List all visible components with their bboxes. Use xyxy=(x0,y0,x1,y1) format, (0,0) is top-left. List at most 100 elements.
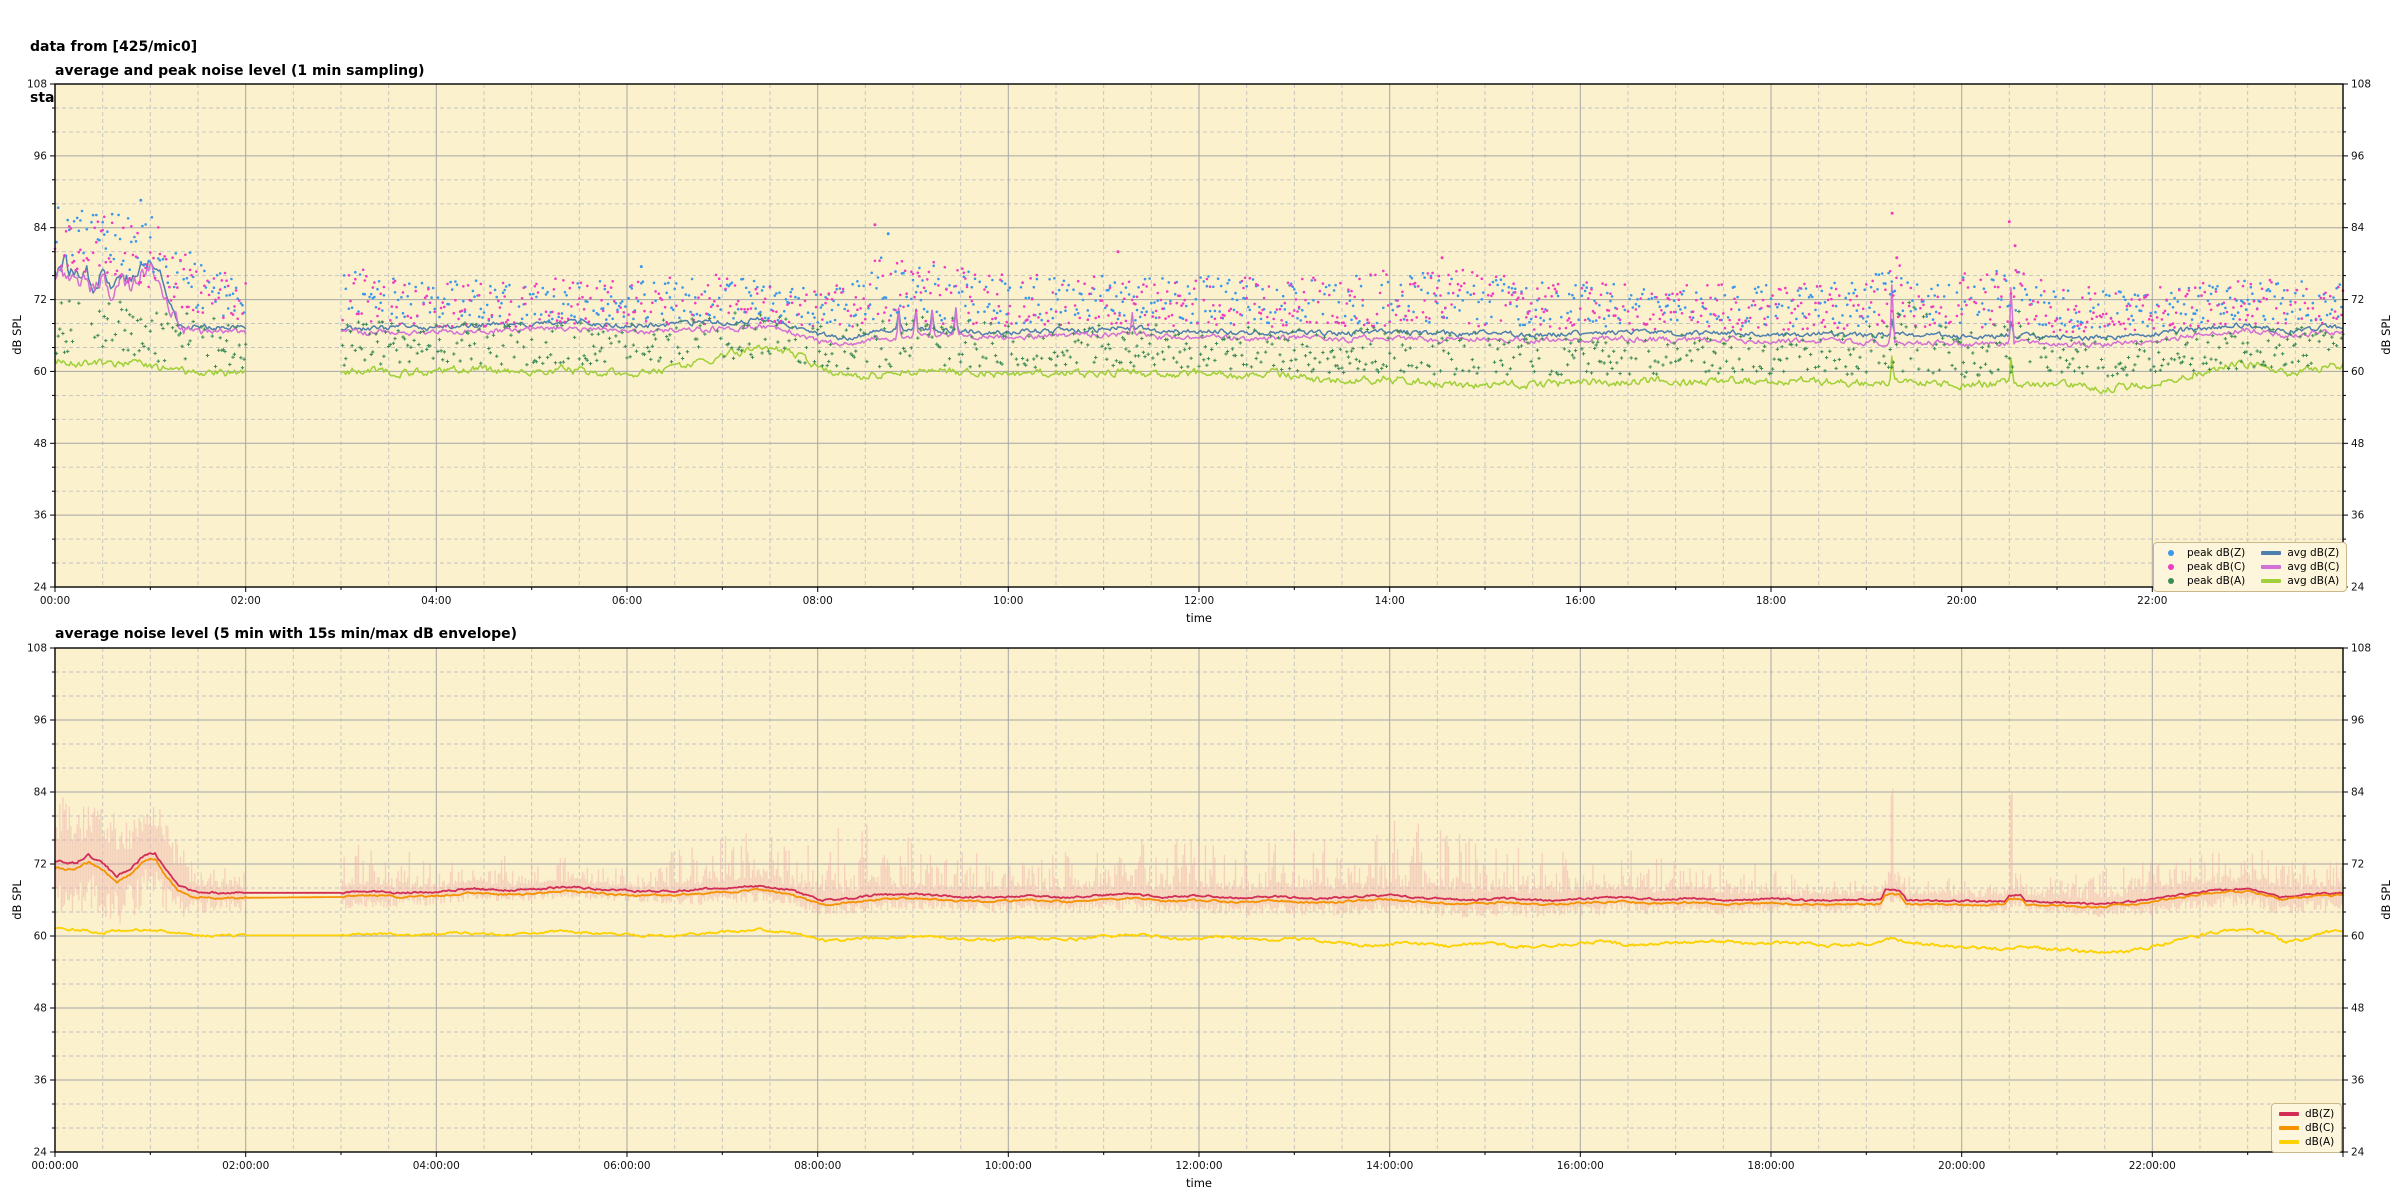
line-avg-db-c- xyxy=(54,262,2344,349)
x-tick-label: 20:00 xyxy=(1947,595,1977,607)
legend-entry-peak-dbz: peak dB(Z) xyxy=(2161,547,2245,559)
legend-entry-peak-dbc: peak dB(C) xyxy=(2161,561,2245,573)
y-tick-label-right: 72 xyxy=(2351,859,2364,871)
points-peak-db-z- xyxy=(55,206,2343,330)
y-tick-label-right: 60 xyxy=(2351,366,2364,378)
tick-labels: 00:00 02:00 04:00 06:00 08:00 10:00 12:00 14:00… xyxy=(27,79,2371,608)
x-tick-label: 02:00 xyxy=(231,595,261,607)
chart1-xlabel: time xyxy=(1186,611,1212,625)
x-tick-label: 18:00:00 xyxy=(1747,1160,1794,1172)
chart-2-plot: 00:00:00 02:00:00 04:00:00 06:00:00 08:00:00… xyxy=(27,643,2371,1173)
chart2-ylabel-left: dB SPL xyxy=(10,880,24,920)
legend-label: avg dB(Z) xyxy=(2287,547,2340,559)
x-tick-label: 16:00 xyxy=(1565,595,1595,607)
y-tick-label-left: 36 xyxy=(34,1075,48,1087)
line-db-c- xyxy=(54,857,2344,909)
x-tick-label: 08:00:00 xyxy=(794,1160,841,1172)
legend-label: peak dB(Z) xyxy=(2187,547,2246,559)
chart1-title: average and peak noise level (1 min samp… xyxy=(55,63,425,79)
legend-label: avg dB(A) xyxy=(2287,575,2340,587)
legend-label: peak dB(C) xyxy=(2187,561,2246,573)
legend-label: avg dB(C) xyxy=(2287,561,2340,573)
peak-dba-marker-icon xyxy=(2168,578,2174,584)
outlier-point xyxy=(1440,256,1444,260)
x-tick-label: 22:00:00 xyxy=(2129,1160,2176,1172)
outlier-point xyxy=(2017,309,2021,314)
y-tick-label-right: 24 xyxy=(2351,582,2365,594)
x-tick-label: 00:00:00 xyxy=(31,1160,78,1172)
legend-entry-dbz: dB(Z) xyxy=(2279,1108,2334,1120)
y-tick-label-right: 24 xyxy=(2351,1147,2365,1159)
avg-dba-line-icon xyxy=(2261,579,2282,583)
y-tick-label-left: 96 xyxy=(34,150,48,162)
y-tick-label-right: 96 xyxy=(2351,715,2365,727)
y-tick-label-right: 48 xyxy=(2351,438,2364,450)
chart1-ylabel-left: dB SPL xyxy=(10,315,24,355)
legend-bottom-chart: dB(Z) dB(C) dB(A) xyxy=(2271,1103,2343,1153)
y-tick-label-left: 72 xyxy=(34,859,47,871)
dba-line-icon xyxy=(2279,1140,2299,1144)
y-tick-label-left: 96 xyxy=(34,715,48,727)
points-peak-db-a- xyxy=(54,299,2345,379)
legend-entry-dbc: dB(C) xyxy=(2279,1122,2334,1134)
outlier-point xyxy=(2007,220,2011,224)
y-tick-label-right: 108 xyxy=(2351,79,2371,91)
y-tick-label-left: 48 xyxy=(34,1003,47,1015)
outlier-point xyxy=(1116,250,1120,254)
legend-label: dB(C) xyxy=(2305,1122,2335,1134)
x-tick-label: 14:00 xyxy=(1375,595,1405,607)
outlier-point xyxy=(886,232,890,236)
y-tick-label-right: 48 xyxy=(2351,1003,2364,1015)
y-tick-label-left: 108 xyxy=(27,79,47,91)
x-tick-label: 02:00:00 xyxy=(222,1160,269,1172)
y-tick-label-left: 60 xyxy=(34,366,47,378)
avg-dbz-line-icon xyxy=(2261,551,2282,555)
x-tick-label: 14:00:00 xyxy=(1366,1160,1413,1172)
legend-label: dB(Z) xyxy=(2305,1108,2335,1120)
peak-dbc-marker-icon xyxy=(2168,564,2174,570)
avg-dbc-line-icon xyxy=(2261,565,2282,569)
x-tick-label: 10:00:00 xyxy=(985,1160,1032,1172)
peak-dbz-marker-icon xyxy=(2168,550,2174,556)
y-tick-label-left: 24 xyxy=(34,1147,48,1159)
line-avg-db-a- xyxy=(54,344,2344,395)
y-tick-label-left: 24 xyxy=(34,582,48,594)
chart2-ylabel-right: dB SPL xyxy=(2379,880,2393,920)
y-tick-label-left: 36 xyxy=(34,510,48,522)
x-tick-label: 04:00 xyxy=(421,595,451,607)
y-tick-label-left: 84 xyxy=(34,222,48,234)
header-line1: data from [425/mic0] xyxy=(30,39,198,55)
chart2-xlabel: time xyxy=(1186,1176,1212,1190)
chart1-ylabel-right: dB SPL xyxy=(2379,315,2393,355)
line-db-z- xyxy=(54,852,2344,906)
x-tick-label: 06:00 xyxy=(612,595,642,607)
y-tick-label-right: 36 xyxy=(2351,1075,2365,1087)
y-tick-label-left: 48 xyxy=(34,438,47,450)
outlier-point xyxy=(1907,300,1911,305)
x-tick-label: 04:00:00 xyxy=(413,1160,460,1172)
legend-entry-avg-dba: avg dB(A) xyxy=(2261,575,2339,587)
x-tick-label: 12:00 xyxy=(1184,595,1214,607)
x-tick-label: 08:00 xyxy=(803,595,833,607)
legend-entry-avg-dbc: avg dB(C) xyxy=(2261,561,2339,573)
chart-1-plot: 00:00 02:00 04:00 06:00 08:00 10:00 12:00 14:00… xyxy=(27,79,2371,608)
line-db-a- xyxy=(54,926,2344,954)
x-tick-label: 18:00 xyxy=(1756,595,1786,607)
x-tick-label: 06:00:00 xyxy=(603,1160,650,1172)
outlier-point xyxy=(1890,211,1894,215)
outlier-point xyxy=(639,265,643,269)
dbz-line-icon xyxy=(2279,1112,2299,1116)
chart2-title: average noise level (5 min with 15s min/… xyxy=(55,626,518,642)
y-tick-label-right: 96 xyxy=(2351,150,2365,162)
y-tick-label-right: 72 xyxy=(2351,294,2364,306)
y-tick-label-left: 60 xyxy=(34,931,47,943)
outlier-point xyxy=(873,223,877,227)
tick-labels: 00:00:00 02:00:00 04:00:00 06:00:00 08:00:00… xyxy=(27,643,2371,1173)
legend-entry-peak-dba: peak dB(A) xyxy=(2161,575,2245,587)
y-tick-label-right: 60 xyxy=(2351,931,2364,943)
y-tick-label-right: 36 xyxy=(2351,510,2365,522)
points-peak-db-c- xyxy=(53,215,2345,334)
legend-entry-dba: dB(A) xyxy=(2279,1136,2334,1148)
y-tick-label-left: 84 xyxy=(34,787,48,799)
